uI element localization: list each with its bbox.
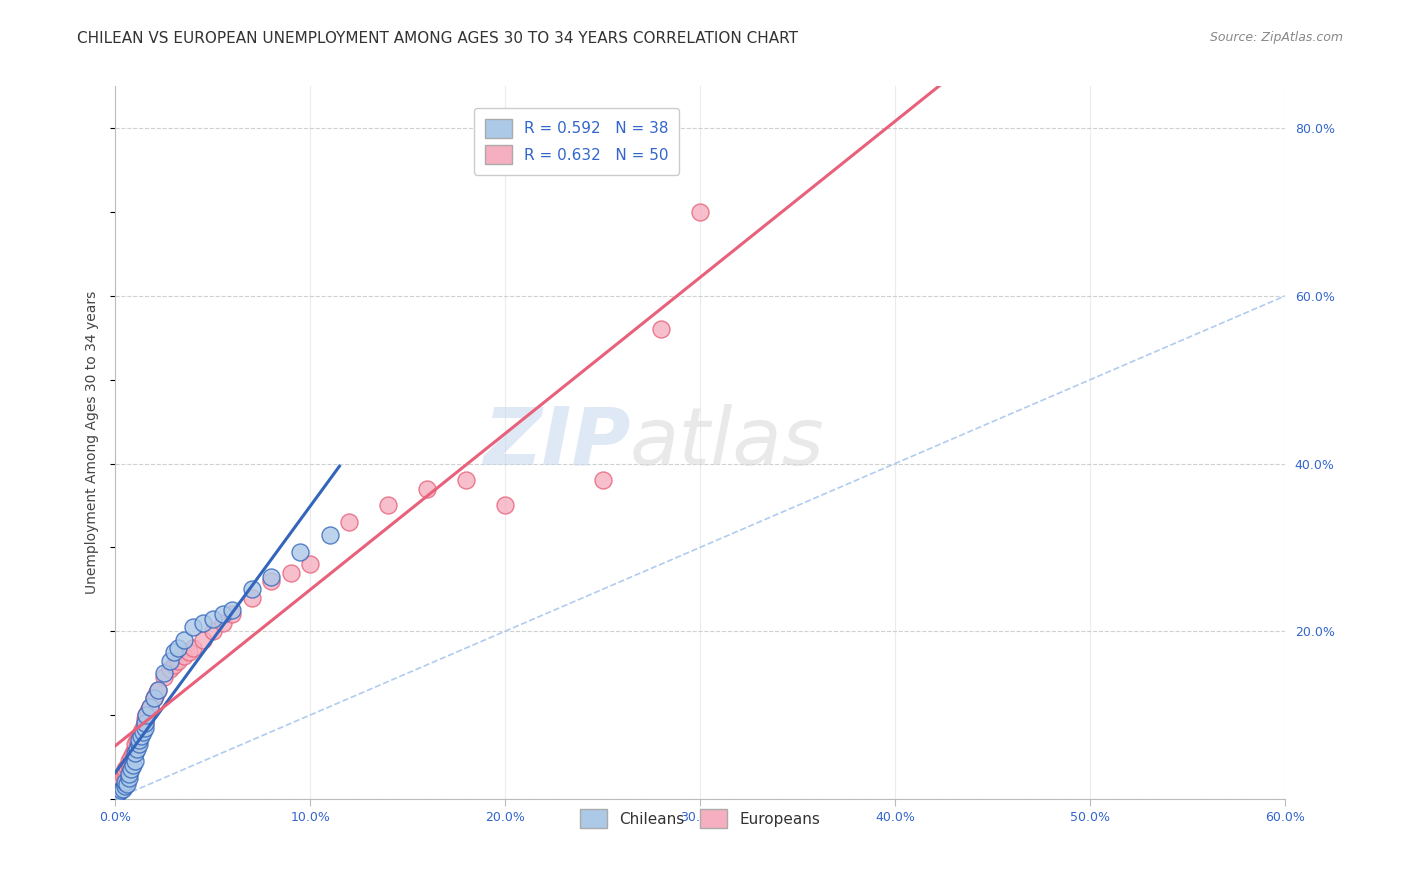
Point — [125, 741, 148, 756]
Point — [134, 721, 156, 735]
Point — [211, 615, 233, 630]
Point — [143, 691, 166, 706]
Point — [110, 783, 132, 797]
Point — [128, 733, 150, 747]
Point — [159, 653, 181, 667]
Point — [494, 499, 516, 513]
Point — [114, 775, 136, 789]
Point — [179, 645, 201, 659]
Point — [416, 482, 439, 496]
Point — [173, 632, 195, 647]
Point — [131, 721, 153, 735]
Point — [592, 473, 614, 487]
Legend: Chileans, Europeans: Chileans, Europeans — [574, 803, 827, 834]
Point — [129, 729, 152, 743]
Point — [124, 746, 146, 760]
Text: atlas: atlas — [630, 403, 825, 482]
Point — [112, 768, 135, 782]
Point — [121, 746, 143, 760]
Point — [110, 775, 132, 789]
Point — [191, 615, 214, 630]
Point — [114, 766, 136, 780]
Point — [120, 750, 142, 764]
Point — [114, 779, 136, 793]
Point — [115, 777, 138, 791]
Point — [201, 624, 224, 639]
Point — [181, 620, 204, 634]
Point — [139, 699, 162, 714]
Point — [377, 499, 399, 513]
Point — [173, 649, 195, 664]
Point — [146, 682, 169, 697]
Point — [134, 712, 156, 726]
Point — [138, 704, 160, 718]
Point — [290, 544, 312, 558]
Point — [128, 729, 150, 743]
Point — [191, 632, 214, 647]
Point — [240, 582, 263, 597]
Point — [125, 733, 148, 747]
Text: Source: ZipAtlas.com: Source: ZipAtlas.com — [1209, 31, 1343, 45]
Point — [120, 763, 142, 777]
Point — [201, 612, 224, 626]
Point — [221, 607, 243, 622]
Point — [163, 657, 186, 672]
Point — [166, 653, 188, 667]
Point — [650, 322, 672, 336]
Point — [240, 591, 263, 605]
Point — [108, 785, 131, 799]
Point — [135, 708, 157, 723]
Point — [124, 754, 146, 768]
Point — [124, 737, 146, 751]
Point — [145, 687, 167, 701]
Point — [319, 528, 342, 542]
Point — [280, 566, 302, 580]
Point — [134, 716, 156, 731]
Point — [104, 783, 127, 797]
Point — [337, 515, 360, 529]
Point — [134, 716, 156, 731]
Point — [118, 766, 141, 780]
Point — [114, 763, 136, 777]
Point — [153, 666, 176, 681]
Point — [143, 691, 166, 706]
Point — [121, 758, 143, 772]
Point — [146, 682, 169, 697]
Point — [110, 771, 132, 785]
Point — [260, 570, 283, 584]
Point — [456, 473, 478, 487]
Point — [166, 640, 188, 655]
Point — [139, 699, 162, 714]
Point — [104, 788, 127, 802]
Point — [153, 670, 176, 684]
Point — [211, 607, 233, 622]
Point — [112, 781, 135, 796]
Point — [108, 777, 131, 791]
Point — [159, 662, 181, 676]
Point — [118, 758, 141, 772]
Point — [118, 771, 141, 785]
Point — [221, 603, 243, 617]
Point — [181, 640, 204, 655]
Point — [260, 574, 283, 588]
Point — [129, 724, 152, 739]
Point — [299, 557, 322, 571]
Point — [118, 754, 141, 768]
Point — [135, 708, 157, 723]
Point — [124, 741, 146, 756]
Text: ZIP: ZIP — [482, 403, 630, 482]
Point — [689, 205, 711, 219]
Point — [128, 737, 150, 751]
Text: CHILEAN VS EUROPEAN UNEMPLOYMENT AMONG AGES 30 TO 34 YEARS CORRELATION CHART: CHILEAN VS EUROPEAN UNEMPLOYMENT AMONG A… — [77, 31, 799, 46]
Point — [105, 779, 128, 793]
Y-axis label: Unemployment Among Ages 30 to 34 years: Unemployment Among Ages 30 to 34 years — [86, 291, 100, 594]
Point — [163, 645, 186, 659]
Point — [115, 760, 138, 774]
Point — [131, 724, 153, 739]
